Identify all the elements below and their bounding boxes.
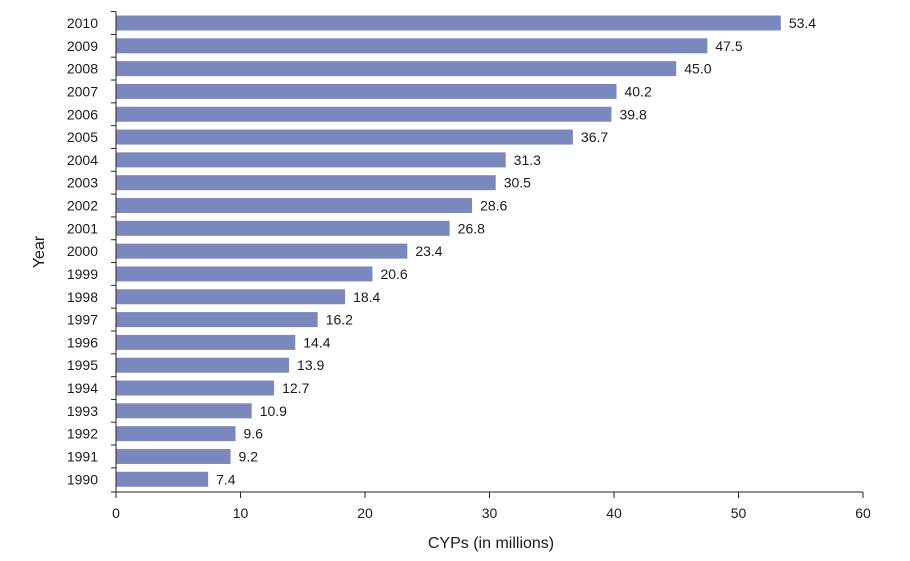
bar [116, 448, 231, 464]
bar [116, 334, 296, 350]
y-tick-label: 2007 [67, 83, 98, 99]
x-tick-label: 60 [855, 505, 871, 521]
y-tick-label: 2000 [67, 243, 98, 259]
x-tick-label: 10 [233, 505, 249, 521]
bar [116, 220, 450, 236]
bar [116, 106, 612, 122]
bar-value-label: 31.3 [514, 152, 541, 168]
y-tick-label: 1990 [67, 471, 98, 487]
y-tick-label: 2006 [67, 106, 98, 122]
y-tick-label: 2001 [67, 220, 98, 236]
y-tick-label: 2008 [67, 61, 98, 77]
y-tick-label: 2010 [67, 15, 98, 31]
bar [116, 266, 373, 282]
y-tick-label: 2004 [67, 152, 98, 168]
bar-value-label: 9.6 [244, 426, 264, 442]
bars-layer: 53.4 47.545.0 40.2 39.8 36.7 31.3 30.5 28.6 26.8… [116, 15, 816, 487]
bar [116, 83, 617, 99]
bar-value-label: 18.4 [353, 289, 380, 305]
bar-value-label: 14.4 [303, 334, 330, 350]
bar [116, 426, 236, 442]
bar-value-label: 10.9 [260, 403, 287, 419]
axes-layer: 2010200920082007200620052004200320022001… [67, 11, 871, 521]
bar [116, 471, 209, 487]
y-tick-label: 2005 [67, 129, 98, 145]
y-tick-label: 1991 [67, 448, 98, 464]
bar-value-label: 9.2 [239, 448, 259, 464]
bar [116, 61, 677, 77]
bar [116, 380, 275, 396]
bar-value-label: 36.7 [581, 129, 608, 145]
bar-value-label: 7.4 [216, 471, 236, 487]
bar [116, 38, 708, 54]
bar [116, 403, 252, 419]
bar-value-label: 28.6 [480, 198, 507, 214]
y-tick-label: 1999 [67, 266, 98, 282]
bar-value-label: 39.8 [620, 106, 647, 122]
y-tick-label: 1994 [67, 380, 98, 396]
y-tick-label: 1995 [67, 357, 98, 373]
bar-value-label: 13.9 [297, 357, 324, 373]
x-tick-label: 40 [606, 505, 622, 521]
y-tick-label: 1997 [67, 312, 98, 328]
bar [116, 357, 290, 373]
x-tick-label: 50 [731, 505, 747, 521]
bar [116, 289, 346, 305]
y-axis-title: Year [31, 235, 48, 268]
bar-value-label: 23.4 [415, 243, 442, 259]
bar-value-label: 16.2 [326, 312, 353, 328]
bar-value-label: 26.8 [458, 220, 485, 236]
x-tick-label: 30 [482, 505, 498, 521]
bar [116, 15, 781, 31]
y-tick-label: 2002 [67, 198, 98, 214]
bar [116, 129, 573, 145]
bar [116, 152, 506, 168]
bar-value-label: 45.0 [684, 61, 711, 77]
bar-value-label: 20.6 [380, 266, 407, 282]
x-axis-title: CYPs (in millions) [428, 535, 554, 552]
bar [116, 175, 496, 191]
y-tick-label: 2003 [67, 175, 98, 191]
y-tick-label: 2009 [67, 38, 98, 54]
x-tick-label: 20 [357, 505, 373, 521]
y-tick-label: 1993 [67, 403, 98, 419]
bar-value-label: 53.4 [789, 15, 816, 31]
bar-value-label: 40.2 [624, 83, 651, 99]
bar [116, 312, 318, 328]
y-tick-label: 1996 [67, 334, 98, 350]
bar-value-label: 12.7 [282, 380, 309, 396]
y-tick-label: 1992 [67, 426, 98, 442]
bar [116, 198, 473, 214]
y-tick-label: 1998 [67, 289, 98, 305]
x-tick-label: 0 [112, 505, 120, 521]
bar-value-label: 30.5 [504, 175, 531, 191]
bar-value-label: 47.5 [715, 38, 742, 54]
bar [116, 243, 408, 259]
